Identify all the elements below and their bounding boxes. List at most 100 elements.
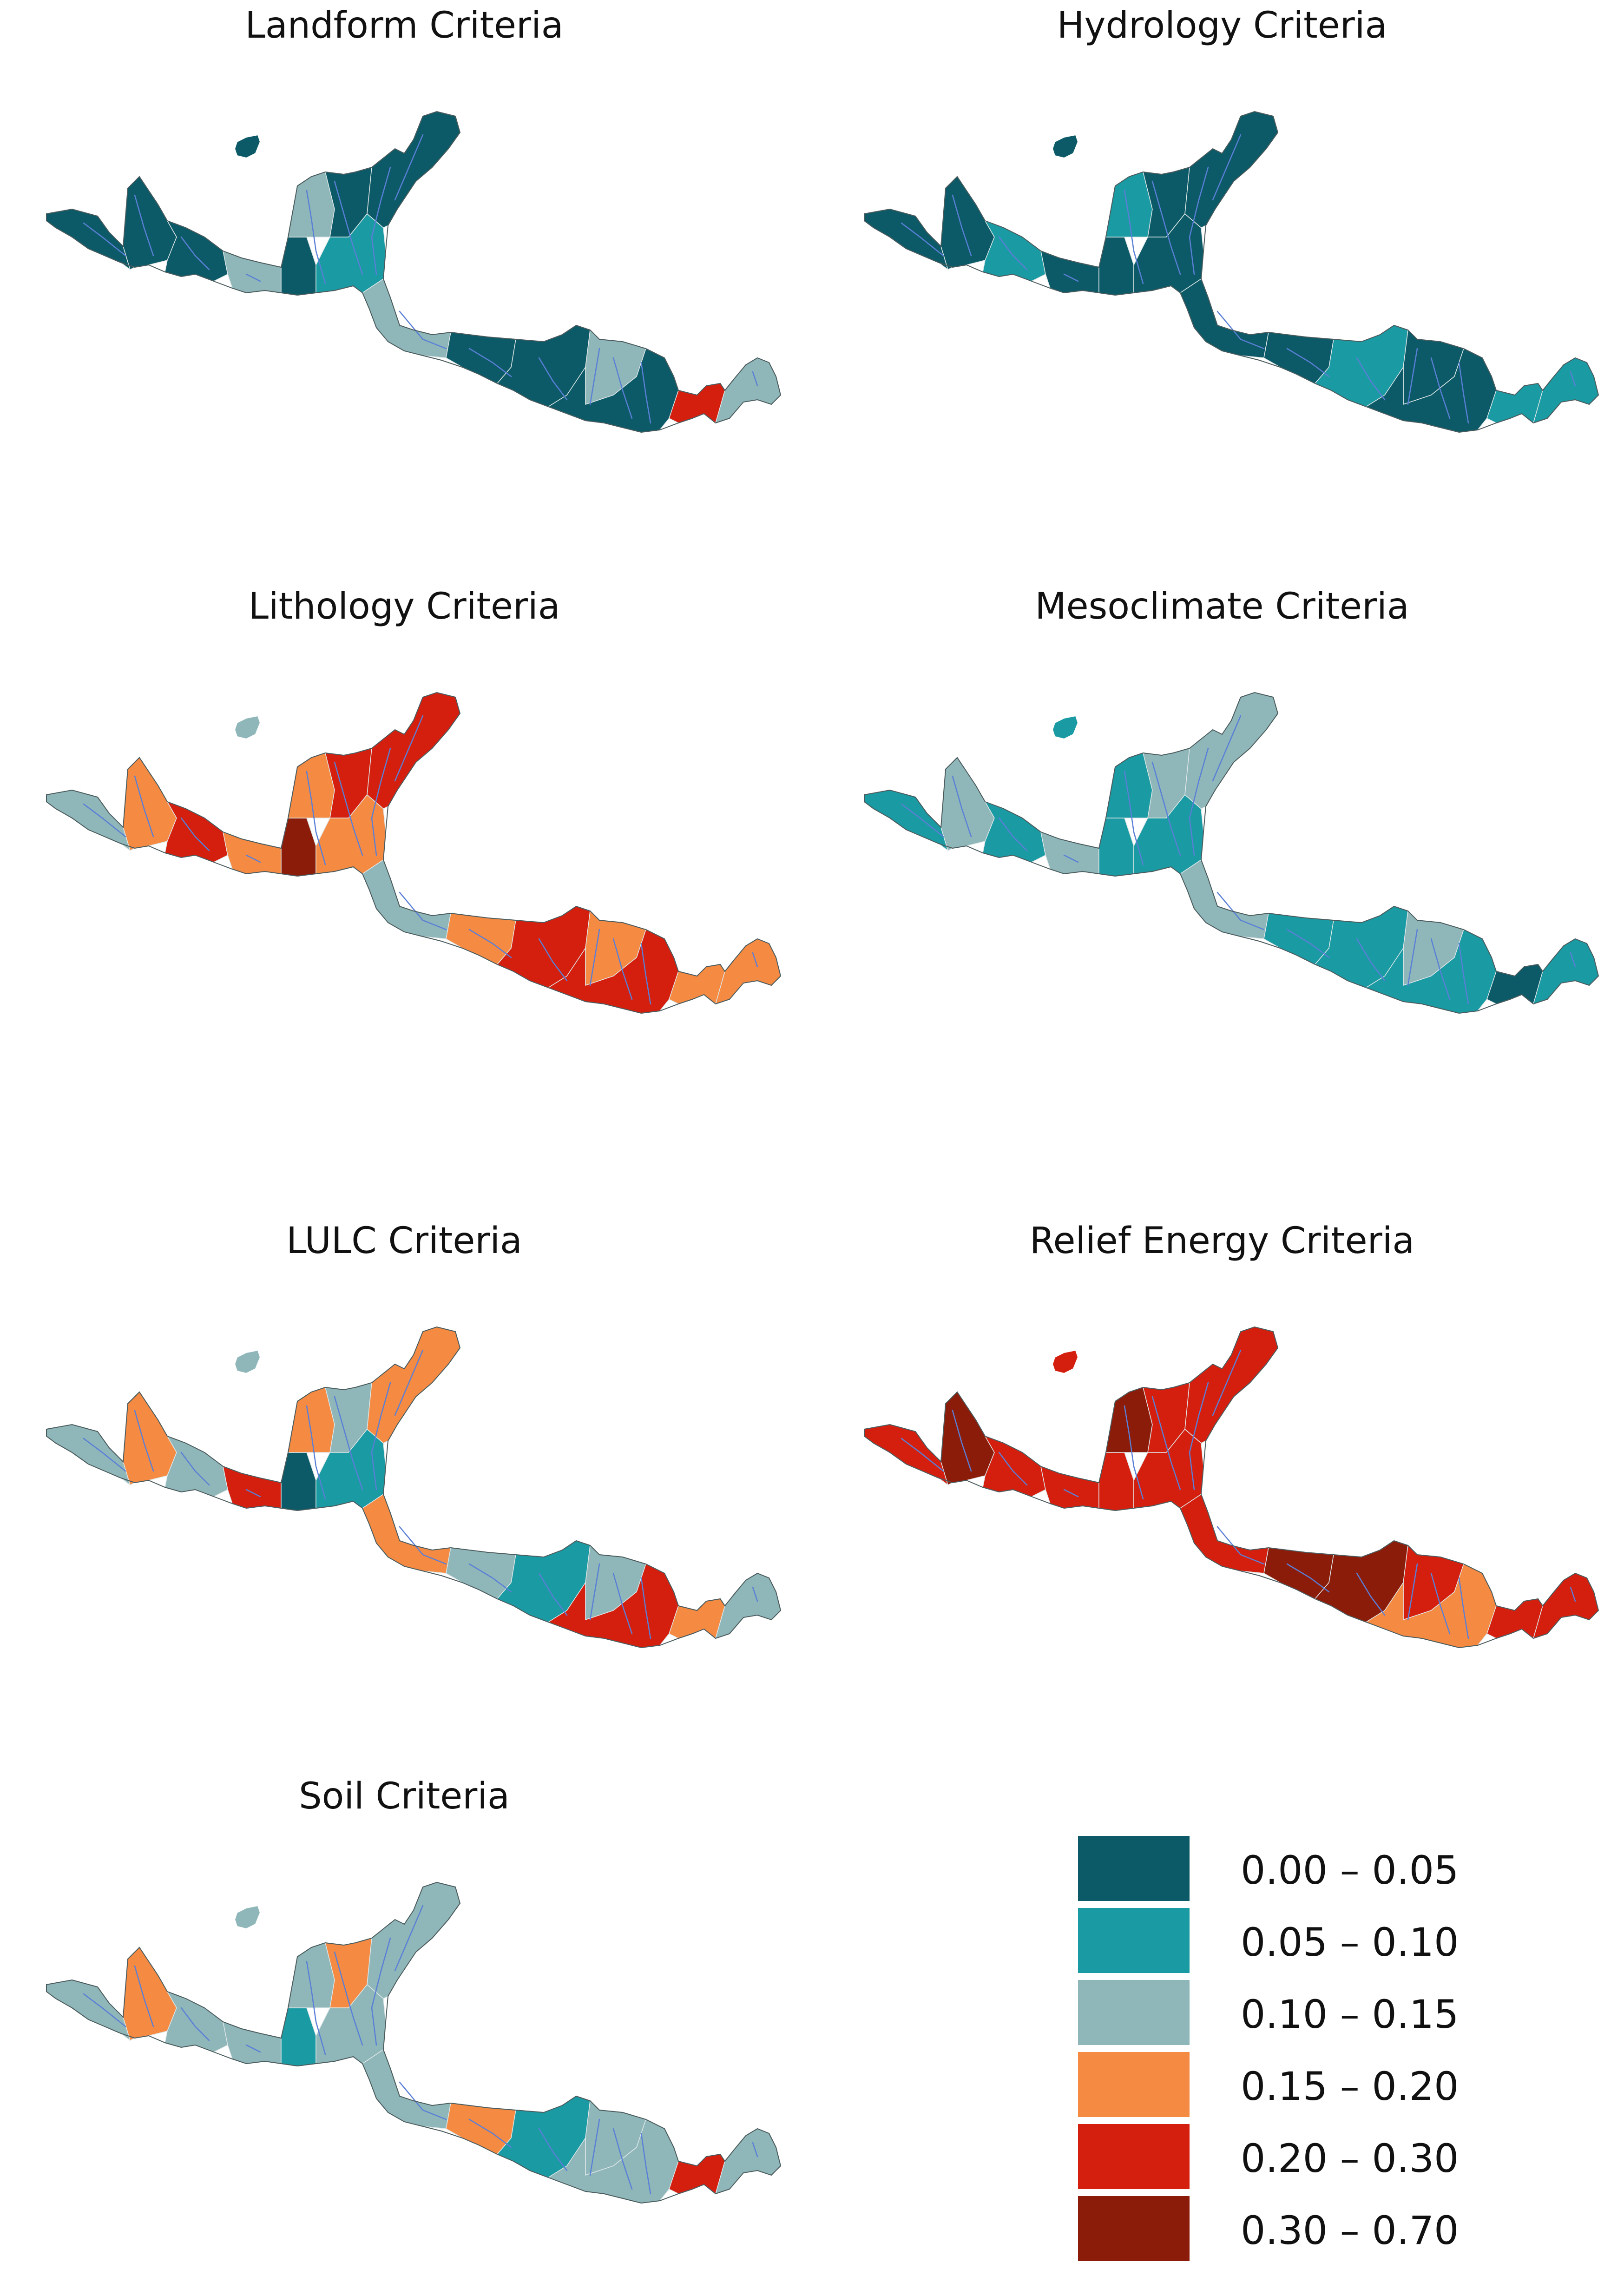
legend-label: 0.15 – 0.20	[1241, 2064, 1459, 2109]
panel-title: Soil Criteria	[299, 1775, 510, 1817]
panel-title: Mesoclimate Criteria	[1035, 586, 1409, 627]
map-island	[1052, 134, 1079, 159]
panel-landform: Landform Criteria	[0, 0, 809, 465]
legend-swatch	[1078, 2052, 1190, 2117]
subbasin-region	[864, 209, 949, 271]
stream-line	[901, 1438, 944, 1472]
subbasin-region	[982, 1435, 1046, 1497]
stream-line	[399, 2081, 447, 2120]
subbasin-region	[222, 250, 282, 293]
stream-line	[1407, 929, 1418, 986]
stream-line	[1189, 166, 1209, 275]
stream-line	[1430, 938, 1451, 1000]
subbasin-region	[362, 278, 451, 358]
stream-line	[612, 357, 633, 419]
stream-line	[1458, 1577, 1469, 1639]
subbasin-region	[982, 801, 1046, 863]
stream-line	[468, 2118, 512, 2148]
stream-line	[1430, 1572, 1451, 1635]
panel-relief-energy: Relief Energy Criteria	[818, 1215, 1624, 1680]
stream-line	[1356, 357, 1386, 401]
stream-line	[1151, 1396, 1181, 1491]
stream-line	[334, 761, 363, 856]
stream-line	[640, 362, 651, 424]
map-island	[234, 1905, 261, 1930]
basin-outline	[46, 111, 782, 433]
stream-line	[1189, 747, 1209, 856]
stream-line	[640, 1577, 651, 1639]
stream-line	[394, 715, 424, 782]
stream-line	[394, 1349, 424, 1416]
stream-line	[589, 2118, 600, 2176]
stream-line	[1356, 1572, 1386, 1616]
subbasin-region	[1184, 692, 1278, 809]
subbasin-region	[1180, 859, 1269, 939]
stream-line	[83, 803, 126, 838]
stream-line	[1570, 952, 1576, 968]
basin-outline	[864, 1326, 1599, 1649]
stream-line	[1151, 180, 1181, 275]
subbasin-region	[362, 1493, 451, 1574]
subbasin-region	[362, 859, 451, 939]
subbasin-region	[367, 111, 460, 228]
stream-line	[1212, 1349, 1242, 1416]
panel-title: Hydrology Criteria	[1057, 5, 1387, 46]
legend-label: 0.20 – 0.30	[1241, 2136, 1459, 2181]
stream-line	[134, 1410, 154, 1472]
relief-energy-map	[864, 1326, 1599, 1649]
subbasin-region	[222, 831, 282, 874]
subbasin-region	[1040, 831, 1099, 874]
legend-label: 0.30 – 0.70	[1241, 2208, 1459, 2253]
stream-line	[468, 929, 512, 958]
subbasin-region	[164, 1435, 228, 1497]
legend-item: 0.30 – 0.70	[1078, 2196, 1496, 2266]
map-island	[234, 715, 261, 740]
stream-line	[334, 1951, 363, 2046]
stream-line	[1458, 943, 1469, 1005]
stream-line	[1407, 1563, 1418, 1621]
stream-line	[399, 310, 447, 350]
stream-line	[1356, 938, 1386, 982]
subbasin-region	[1040, 1465, 1099, 1509]
stream-line	[998, 817, 1028, 851]
legend-swatch	[1078, 1908, 1190, 1973]
stream-line	[1286, 1563, 1330, 1593]
stream-line	[399, 891, 447, 930]
stream-line	[1124, 771, 1144, 865]
stream-line	[952, 194, 972, 257]
stream-line	[371, 1382, 391, 1491]
stream-line	[134, 194, 154, 257]
stream-line	[640, 943, 651, 1005]
panel-title: Landform Criteria	[245, 5, 564, 46]
subbasin-region	[46, 1424, 131, 1486]
stream-line	[752, 371, 758, 387]
map-island	[234, 134, 261, 159]
stream-line	[752, 2142, 758, 2158]
stream-line	[134, 1965, 154, 2027]
stream-line	[1189, 1382, 1209, 1491]
stream-line	[134, 775, 154, 838]
panel-soil: Soil Criteria	[0, 1771, 809, 2236]
panel-title: Relief Energy Criteria	[1029, 1220, 1415, 1262]
subbasin-region	[1184, 1326, 1278, 1444]
stream-line	[1570, 1586, 1576, 1602]
subbasin-region	[1180, 278, 1269, 358]
stream-line	[538, 2128, 568, 2171]
basin-outline	[46, 1326, 782, 1649]
stream-line	[1124, 190, 1144, 284]
subbasin-region	[1184, 111, 1278, 228]
basin-outline	[46, 1881, 782, 2204]
stream-line	[83, 222, 126, 257]
stream-line	[1570, 371, 1576, 387]
panel-lulc: LULC Criteria	[0, 1215, 809, 1680]
subbasin-region	[222, 1465, 282, 1509]
stream-line	[245, 1489, 261, 1498]
stream-line	[1063, 854, 1079, 863]
basin-outline	[864, 692, 1599, 1014]
soil-map	[46, 1881, 782, 2204]
subbasin-region	[367, 1326, 460, 1444]
stream-line	[399, 1526, 447, 1565]
stream-line	[83, 1993, 126, 2027]
stream-line	[245, 854, 261, 863]
stream-line	[538, 1572, 568, 1616]
